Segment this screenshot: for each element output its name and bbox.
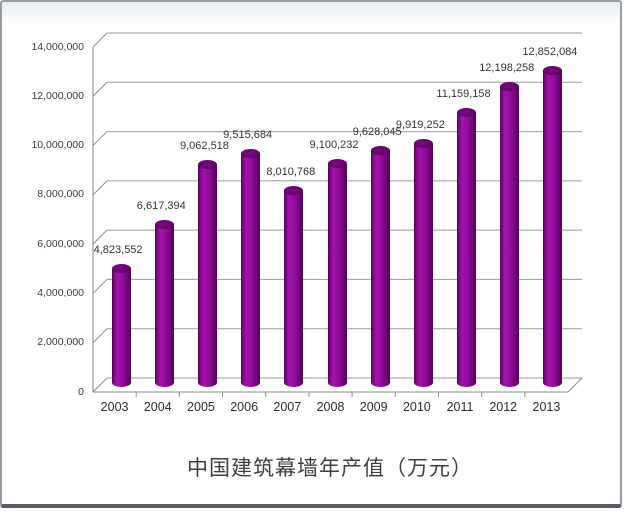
y-axis-label: 14,000,000: [31, 40, 84, 53]
bar-2003: [111, 264, 131, 387]
bar-2006: [241, 148, 261, 387]
x-axis-label: 2011: [446, 400, 474, 414]
cylinder-top: [197, 159, 217, 169]
x-axis-label: 2010: [402, 400, 431, 414]
cylinder-top: [154, 219, 174, 229]
y-axis-label: 10,000,000: [31, 139, 84, 152]
bar-value-label: 12,852,084: [522, 46, 578, 59]
top-gradient-band: [2, 2, 620, 26]
bar-2011: [457, 108, 477, 387]
cylinder-top: [413, 138, 433, 148]
bar-value-label: 9,062,518: [179, 139, 229, 152]
bar-value-label: 9,100,232: [309, 138, 359, 151]
cylinder-body: [154, 223, 174, 383]
x-axis-label: 2013: [532, 400, 561, 414]
cylinder-body: [543, 70, 563, 383]
bar-2012: [500, 82, 520, 387]
x-axis-label: 2003: [100, 400, 129, 414]
x-axis-label: 2009: [359, 400, 388, 414]
bar-value-label: 6,617,394: [136, 199, 186, 212]
bar-value-label: 4,823,552: [93, 244, 143, 257]
cylinder-top: [111, 264, 131, 274]
cylinder-top: [543, 66, 563, 76]
y-axis-label: 8,000,000: [37, 188, 84, 201]
bar-value-label: 11,159,158: [436, 88, 491, 100]
bar-2007: [284, 185, 304, 387]
y-axis-label: 0: [78, 385, 84, 398]
bar-2004: [154, 219, 174, 387]
bar-value-label: 8,010,768: [266, 165, 316, 178]
cylinder-body: [197, 163, 217, 383]
cylinder-body: [457, 112, 477, 383]
bar-value-label: 9,628,045: [352, 125, 402, 138]
bar-value-label: 9,919,252: [395, 118, 445, 131]
cylinder-top: [327, 158, 347, 168]
chart-title: 中国建筑幕墙年产值（万元）: [187, 456, 473, 480]
cylinder-body: [413, 142, 433, 383]
cylinder-body: [241, 152, 261, 383]
y-axis-label: 4,000,000: [37, 286, 84, 299]
bar-2005: [197, 159, 217, 387]
x-axis-label: 2006: [230, 400, 259, 414]
x-axis-label: 2008: [316, 400, 345, 414]
y-axis-label: 6,000,000: [37, 237, 84, 250]
bar-2010: [413, 138, 433, 387]
x-axis-label: 2012: [489, 400, 518, 414]
x-axis-label: 2004: [143, 400, 172, 414]
y-axis-label: 2,000,000: [37, 336, 84, 349]
cylinder-top: [241, 148, 261, 158]
cylinder-body: [370, 149, 390, 383]
x-axis-label: 2007: [273, 400, 302, 414]
cylinder-body: [327, 162, 347, 383]
cylinder-top: [370, 145, 390, 155]
bar-2008: [327, 158, 347, 387]
cylinder-body: [284, 189, 304, 383]
bar-value-label: 9,515,684: [223, 128, 273, 141]
cylinder-top: [284, 185, 304, 195]
y-axis-label: 12,000,000: [31, 89, 84, 102]
bar-2009: [370, 145, 390, 387]
cylinder-top: [457, 108, 477, 117]
cylinder-body: [111, 268, 131, 383]
bar-value-label: 12,198,258: [479, 62, 535, 75]
cylinder-top: [500, 82, 520, 92]
bar-2013: [543, 66, 563, 387]
x-axis-label: 2005: [187, 400, 215, 414]
cylinder-body: [500, 86, 520, 383]
